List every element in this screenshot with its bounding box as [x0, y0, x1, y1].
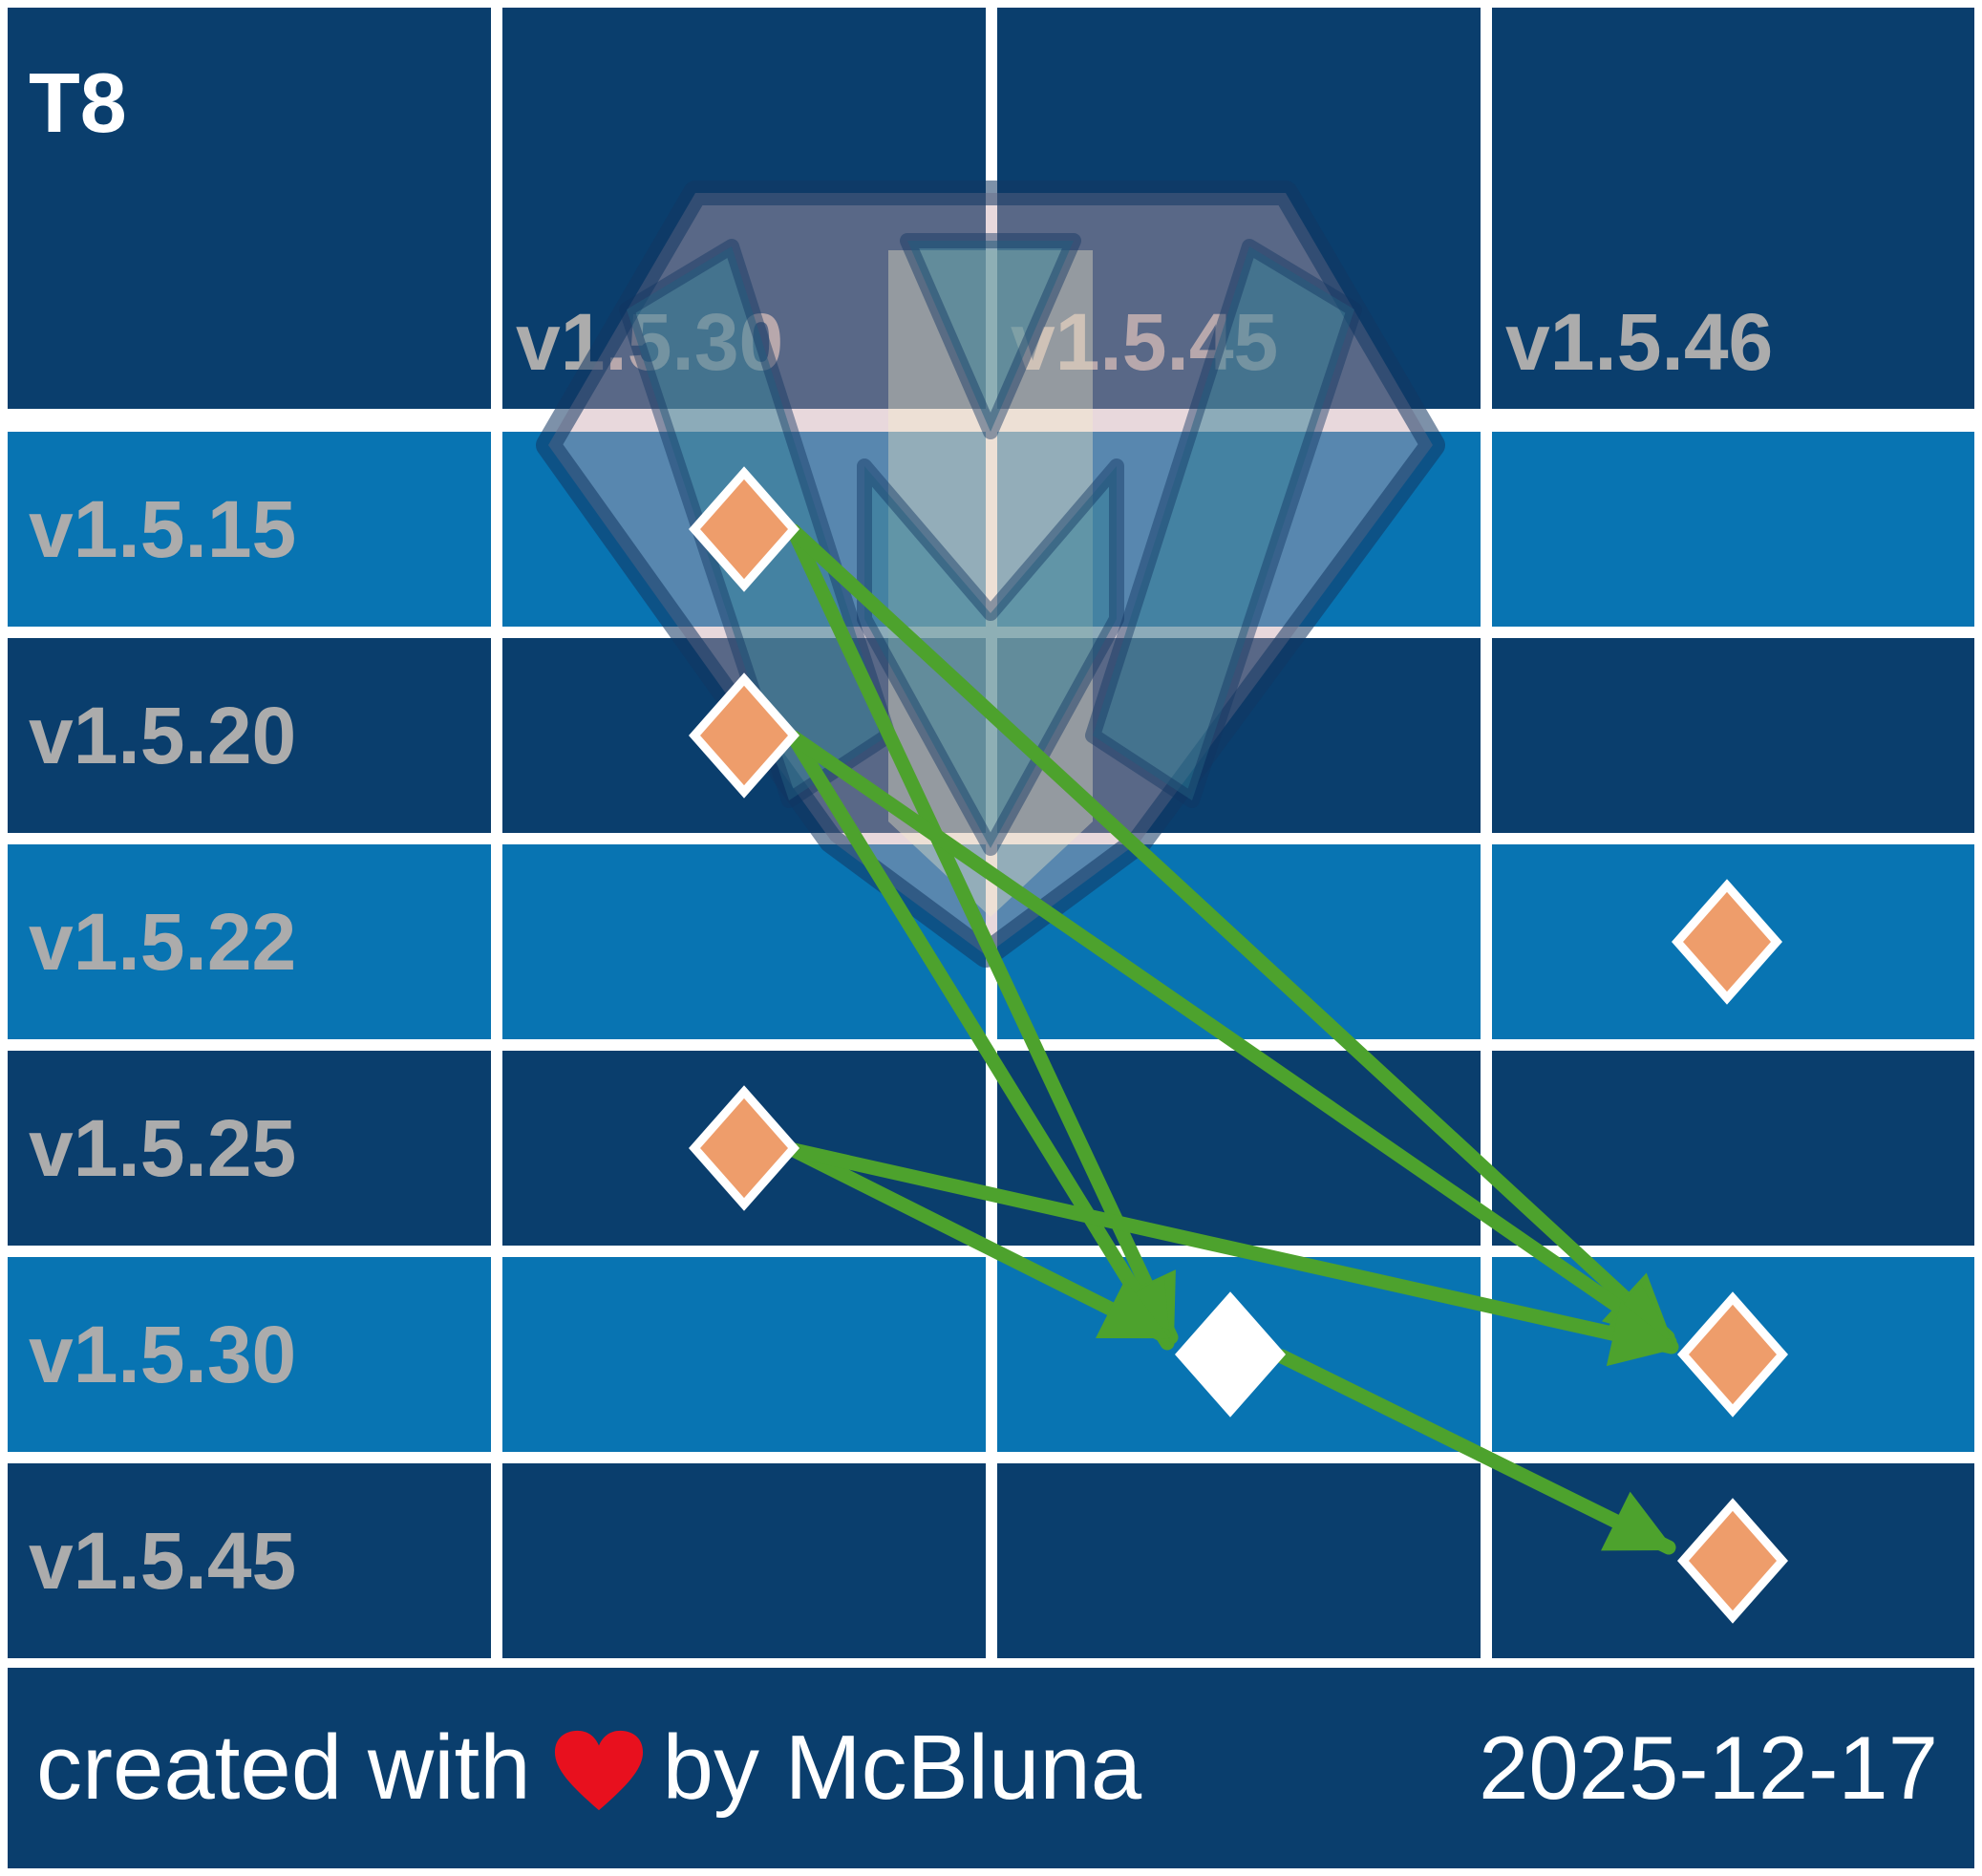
footer-date: 2025-12-17	[1479, 1717, 1938, 1818]
cell-v1.5.22-v1.5.46	[1492, 844, 1974, 1039]
row-header-label: v1.5.25	[29, 1103, 297, 1193]
row-header-label: v1.5.22	[29, 897, 297, 987]
cell-v1.5.15-v1.5.30	[502, 432, 986, 627]
row-header-v1.5.20: v1.5.20	[8, 638, 491, 833]
column-header-label: v1.5.45	[1011, 297, 1279, 387]
row-header-v1.5.25: v1.5.25	[8, 1051, 491, 1246]
row-header-v1.5.30: v1.5.30	[8, 1257, 491, 1452]
row-header-label: v1.5.45	[29, 1516, 297, 1606]
cell-v1.5.20-v1.5.30	[502, 638, 986, 833]
cell-v1.5.25-v1.5.46	[1492, 1051, 1974, 1246]
column-header-v1.5.45: v1.5.45	[997, 8, 1481, 409]
row-header-label: v1.5.15	[29, 484, 297, 574]
footer-credit-prefix: created with	[36, 1716, 531, 1819]
cell-v1.5.22-v1.5.30	[502, 844, 986, 1039]
cell-v1.5.20-v1.5.45	[997, 638, 1481, 833]
cell-v1.5.15-v1.5.45	[997, 432, 1481, 627]
column-header-v1.5.46: v1.5.46	[1492, 8, 1974, 409]
cell-v1.5.25-v1.5.30	[502, 1051, 986, 1246]
heart-icon	[554, 1730, 643, 1811]
cell-v1.5.22-v1.5.45	[997, 844, 1481, 1039]
cell-v1.5.45-v1.5.46	[1492, 1463, 1974, 1658]
column-header-v1.5.30: v1.5.30	[502, 8, 986, 409]
row-header-label: v1.5.30	[29, 1310, 297, 1399]
footer-credit-suffix: by McBluna	[662, 1716, 1142, 1819]
cell-v1.5.30-v1.5.45	[997, 1257, 1481, 1452]
header-corner-cell: T8	[8, 8, 491, 409]
matrix-grid: T8 v1.5.30 v1.5.45 v1.5.46 v1.5.15 v1.5.…	[8, 8, 1974, 1868]
row-header-v1.5.45: v1.5.45	[8, 1463, 491, 1658]
footer-credit: created with by McBluna	[36, 1721, 1141, 1815]
row-header-v1.5.22: v1.5.22	[8, 844, 491, 1039]
cell-v1.5.15-v1.5.46	[1492, 432, 1974, 627]
column-header-label: v1.5.30	[516, 297, 784, 387]
row-header-v1.5.15: v1.5.15	[8, 432, 491, 627]
column-header-label: v1.5.46	[1505, 297, 1774, 387]
cell-v1.5.45-v1.5.30	[502, 1463, 986, 1658]
cell-v1.5.45-v1.5.45	[997, 1463, 1481, 1658]
cell-v1.5.25-v1.5.45	[997, 1051, 1481, 1246]
row-header-label: v1.5.20	[29, 691, 297, 780]
cell-v1.5.30-v1.5.30	[502, 1257, 986, 1452]
chart-title: T8	[29, 55, 127, 150]
cell-v1.5.30-v1.5.46	[1492, 1257, 1974, 1452]
footer-bar: created with by McBluna 2025-12-17	[8, 1668, 1974, 1868]
cell-v1.5.20-v1.5.46	[1492, 638, 1974, 833]
